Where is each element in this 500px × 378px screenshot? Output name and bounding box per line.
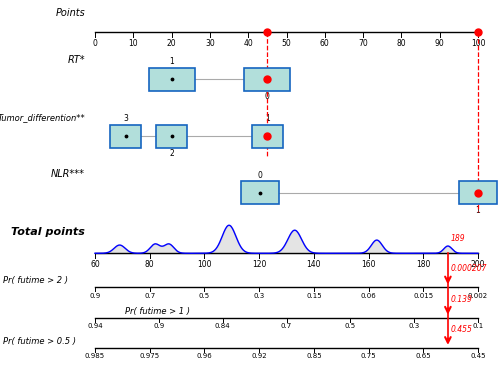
Text: 0: 0 (265, 92, 270, 101)
Text: 1: 1 (265, 114, 270, 123)
Text: Pr( futime > 1 ): Pr( futime > 1 ) (125, 307, 190, 316)
Text: 0.002: 0.002 (468, 293, 488, 299)
Text: 0.65: 0.65 (416, 353, 431, 359)
Text: 0.9: 0.9 (153, 323, 164, 329)
Text: 100: 100 (197, 260, 212, 269)
Text: Total points: Total points (11, 228, 85, 237)
Text: 0.96: 0.96 (196, 353, 212, 359)
Text: 3: 3 (123, 114, 128, 123)
Text: Pr( futime > 0.5 ): Pr( futime > 0.5 ) (3, 337, 76, 346)
FancyBboxPatch shape (459, 181, 497, 204)
Text: Points: Points (55, 8, 85, 18)
Text: 0.7: 0.7 (144, 293, 156, 299)
FancyBboxPatch shape (156, 125, 187, 147)
Text: 50: 50 (282, 39, 292, 48)
Text: 180: 180 (416, 260, 430, 269)
Text: 0.45: 0.45 (470, 353, 486, 359)
Text: 0: 0 (92, 39, 98, 48)
Text: 0.015: 0.015 (413, 293, 434, 299)
Text: Tumor_differention**: Tumor_differention** (0, 113, 85, 122)
Text: 0.139: 0.139 (451, 294, 473, 304)
Text: 160: 160 (362, 260, 376, 269)
Text: 0: 0 (258, 171, 262, 180)
FancyBboxPatch shape (110, 125, 141, 147)
FancyBboxPatch shape (240, 181, 279, 204)
Text: 0.985: 0.985 (85, 353, 105, 359)
FancyBboxPatch shape (252, 125, 282, 147)
Text: 80: 80 (396, 39, 406, 48)
Text: 30: 30 (205, 39, 215, 48)
Text: 0.1: 0.1 (472, 323, 484, 329)
Text: 1: 1 (169, 57, 174, 67)
Text: 0.455: 0.455 (451, 325, 473, 334)
Text: 0.94: 0.94 (87, 323, 103, 329)
Text: 0.3: 0.3 (254, 293, 265, 299)
Text: 120: 120 (252, 260, 266, 269)
Text: 189: 189 (451, 234, 466, 243)
FancyBboxPatch shape (148, 68, 194, 91)
Text: 0.5: 0.5 (199, 293, 210, 299)
Text: Pr( futime > 2 ): Pr( futime > 2 ) (3, 276, 68, 285)
Text: 0.92: 0.92 (252, 353, 267, 359)
Text: 140: 140 (306, 260, 321, 269)
Text: 80: 80 (145, 260, 154, 269)
Text: 100: 100 (471, 39, 485, 48)
Text: 60: 60 (90, 260, 100, 269)
Text: 10: 10 (128, 39, 138, 48)
Text: 0.5: 0.5 (345, 323, 356, 329)
Text: 0.15: 0.15 (306, 293, 322, 299)
Text: 2: 2 (169, 149, 174, 158)
Text: NLR***: NLR*** (51, 169, 85, 179)
Text: 20: 20 (167, 39, 176, 48)
Text: 90: 90 (435, 39, 444, 48)
Text: 0.3: 0.3 (408, 323, 420, 329)
Text: RT*: RT* (68, 56, 85, 65)
FancyBboxPatch shape (244, 68, 290, 91)
Text: 0.06: 0.06 (360, 293, 376, 299)
Text: 70: 70 (358, 39, 368, 48)
Text: 0.975: 0.975 (140, 353, 160, 359)
Text: 0.7: 0.7 (281, 323, 292, 329)
Text: 200: 200 (471, 260, 485, 269)
Text: 1: 1 (476, 206, 480, 215)
Text: 0.9: 0.9 (90, 293, 101, 299)
Text: 0.85: 0.85 (306, 353, 322, 359)
Text: 40: 40 (244, 39, 253, 48)
Text: 0.000207: 0.000207 (451, 264, 488, 273)
Text: 60: 60 (320, 39, 330, 48)
Text: 0.75: 0.75 (361, 353, 376, 359)
Text: 0.84: 0.84 (215, 323, 230, 329)
